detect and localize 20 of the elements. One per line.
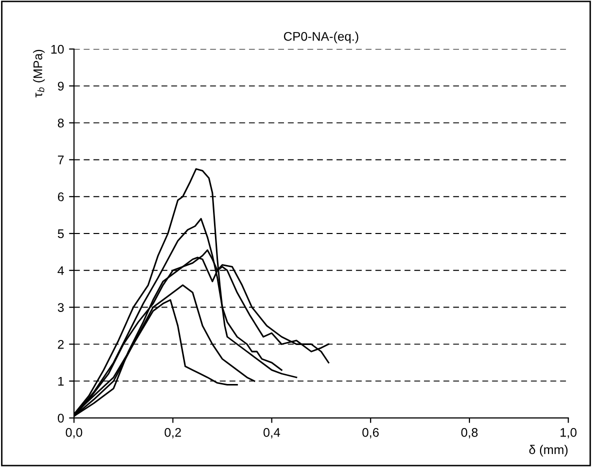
y-axis-title: τ$_{b}$ (MPa) [33,50,45,98]
x-tick-label: 0,0 [66,428,82,438]
x-tick-label: 1,0 [560,428,577,438]
y-tick-label: 1 [58,377,64,386]
y-tick-label: 6 [58,192,64,202]
y-tick-label: 7 [58,156,64,164]
y-tick-label: 8 [58,118,64,128]
x-tick-label: 0,6 [362,428,379,438]
x-tick-label: 0,8 [461,428,478,438]
y-tick-label: 9 [58,82,64,91]
y-tick-label: 4 [58,266,64,275]
x-axis-title: δ (mm) [529,444,568,457]
y-tick-label: 10 [51,44,64,54]
x-tick-label: 0,4 [264,428,280,438]
y-tick-label: 2 [58,340,64,349]
y-tick-label: 0 [58,414,64,423]
x-tick-label: 0,2 [164,428,181,438]
y-tick-label: 3 [58,303,64,312]
chart-title: CP0-NA-(eq.) [284,32,358,44]
y-tick-label: 5 [58,229,64,238]
